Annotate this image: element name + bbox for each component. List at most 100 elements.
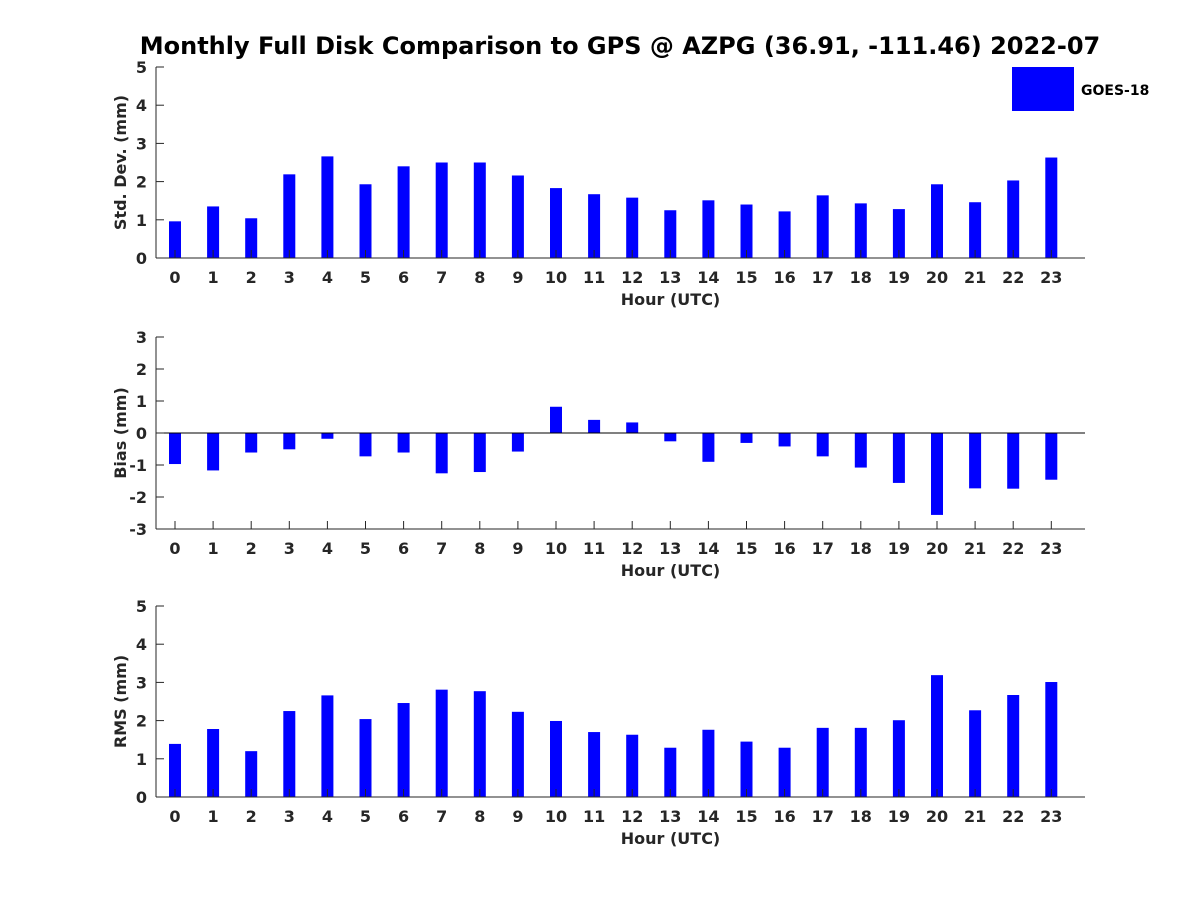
bar <box>321 695 334 797</box>
bar <box>245 218 258 258</box>
bar <box>1045 157 1058 258</box>
x-tick-label: 15 <box>735 807 757 826</box>
x-tick-label: 13 <box>659 807 681 826</box>
x-tick-label: 11 <box>583 539 605 558</box>
x-tick-label: 20 <box>926 268 948 287</box>
bar <box>931 433 943 515</box>
bar <box>816 727 829 797</box>
bar <box>207 206 220 258</box>
y-tick-label: 3 <box>136 673 147 692</box>
bar <box>397 703 410 797</box>
bar <box>435 433 448 474</box>
x-tick-label: 3 <box>284 807 295 826</box>
bar <box>473 162 486 258</box>
x-tick-label: 17 <box>812 807 834 826</box>
x-tick-label: 6 <box>398 268 409 287</box>
x-tick-label: 22 <box>1002 268 1024 287</box>
x-tick-label: 10 <box>545 268 567 287</box>
x-tick-label: 20 <box>926 807 948 826</box>
x-tick-label: 8 <box>474 807 485 826</box>
x-tick-label: 0 <box>169 268 180 287</box>
x-tick-label: 10 <box>545 807 567 826</box>
x-tick-label: 12 <box>621 268 643 287</box>
bar <box>283 433 296 450</box>
x-tick-label: 18 <box>850 539 872 558</box>
x-tick-label: 18 <box>850 268 872 287</box>
y-axis-label: Bias (mm) <box>111 387 130 479</box>
x-tick-label: 1 <box>208 807 219 826</box>
bar <box>550 188 562 258</box>
bar <box>397 433 410 453</box>
legend-label: GOES-18 <box>1081 83 1149 99</box>
bar <box>626 422 639 433</box>
y-axis-label: RMS (mm) <box>111 655 130 748</box>
y-tick-label: 2 <box>136 712 147 731</box>
bar <box>321 433 334 439</box>
y-tick-label: 0 <box>136 249 147 268</box>
bar <box>816 433 829 457</box>
x-tick-label: 2 <box>246 539 257 558</box>
bar <box>473 691 486 797</box>
y-tick-label: -2 <box>129 488 147 507</box>
bar <box>207 729 220 797</box>
x-tick-label: 3 <box>284 539 295 558</box>
x-tick-label: 2 <box>246 268 257 287</box>
bar <box>664 210 677 258</box>
x-tick-label: 15 <box>735 539 757 558</box>
x-tick-label: 22 <box>1002 539 1024 558</box>
legend-swatch <box>1012 67 1074 111</box>
y-tick-label: -1 <box>129 456 147 475</box>
x-tick-label: 0 <box>169 539 180 558</box>
bar <box>626 197 639 258</box>
x-tick-label: 12 <box>621 807 643 826</box>
x-tick-label: 21 <box>964 268 986 287</box>
bar <box>892 720 905 797</box>
bar <box>664 433 677 442</box>
bar <box>778 433 791 447</box>
x-tick-label: 10 <box>545 539 567 558</box>
bar <box>702 729 715 797</box>
bar <box>854 433 867 468</box>
y-tick-label: 5 <box>136 58 147 77</box>
bar <box>1007 695 1020 797</box>
bar <box>664 747 677 797</box>
x-tick-label: 9 <box>512 807 523 826</box>
bar <box>740 204 753 258</box>
bar <box>550 406 562 433</box>
bar <box>511 175 524 258</box>
bar <box>473 433 486 473</box>
bar <box>359 184 372 258</box>
bar <box>778 747 791 797</box>
bar <box>1007 180 1020 258</box>
bar <box>931 675 943 797</box>
bar <box>588 732 601 797</box>
x-tick-label: 8 <box>474 268 485 287</box>
legend: GOES-18 <box>1012 67 1149 111</box>
x-tick-label: 23 <box>1040 268 1062 287</box>
x-tick-label: 9 <box>512 268 523 287</box>
x-tick-label: 19 <box>888 268 910 287</box>
x-tick-label: 7 <box>436 539 447 558</box>
y-tick-label: 2 <box>136 360 147 379</box>
bar <box>550 720 562 797</box>
bar <box>588 419 601 433</box>
x-tick-label: 2 <box>246 807 257 826</box>
x-tick-label: 6 <box>398 539 409 558</box>
x-tick-label: 17 <box>812 539 834 558</box>
x-tick-label: 16 <box>773 807 795 826</box>
x-tick-label: 16 <box>773 268 795 287</box>
x-axis-label: Hour (UTC) <box>621 561 721 580</box>
bar <box>511 433 524 452</box>
x-tick-label: 5 <box>360 539 371 558</box>
bar <box>778 211 791 258</box>
x-tick-label: 23 <box>1040 807 1062 826</box>
bar <box>511 711 524 797</box>
x-tick-label: 21 <box>964 807 986 826</box>
bar <box>321 156 334 258</box>
x-tick-label: 14 <box>697 268 719 287</box>
x-tick-label: 13 <box>659 268 681 287</box>
